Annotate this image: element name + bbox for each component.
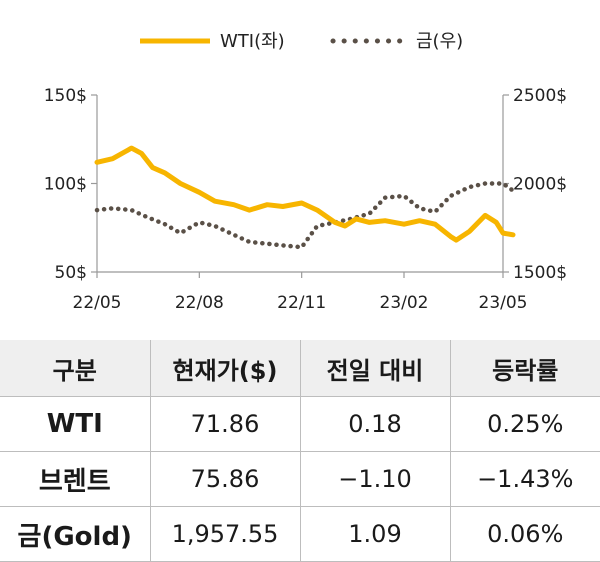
price-table: 구분 현재가($) 전일 대비 등락률 WTI 71.86 0.18 0.25%… [0,340,600,562]
price-chart: WTI(좌) 금(우) 150$ 100$ 50$ 2500$ 2000$ 1500$ 22… [0,0,600,330]
row-change: 0.18 [300,397,450,452]
header-category: 구분 [0,340,150,397]
table-row: 금(Gold) 1,957.55 1.09 0.06% [0,507,600,562]
row-price: 1,957.55 [150,507,300,562]
row-price: 75.86 [150,452,300,507]
header-change: 전일 대비 [300,340,450,397]
left-tick-label: 50$ [55,263,87,283]
header-rate: 등락률 [450,340,600,397]
right-tick-label: 2000$ [513,175,567,195]
row-change: 1.09 [300,507,450,562]
legend: WTI(좌) 금(우) [140,31,463,52]
x-tick-label: 23/05 [479,293,528,313]
x-tick-label: 22/11 [277,293,326,313]
x-tick-label: 23/02 [380,293,429,313]
table-row: 브렌트 75.86 −1.10 −1.43% [0,452,600,507]
row-rate: 0.06% [450,507,600,562]
row-rate: −1.43% [450,452,600,507]
left-tick-label: 100$ [44,175,87,195]
header-price: 현재가($) [150,340,300,397]
x-tick-label: 22/08 [175,293,224,313]
legend-wti-label: WTI(좌) [220,31,285,52]
row-price: 71.86 [150,397,300,452]
row-name: WTI [0,397,150,452]
legend-gold-label: 금(우) [416,31,463,52]
table-row: WTI 71.86 0.18 0.25% [0,397,600,452]
row-name: 브렌트 [0,452,150,507]
right-tick-label: 2500$ [513,86,567,106]
chart-area: WTI(좌) 금(우) 150$ 100$ 50$ 2500$ 2000$ 1500$ 22… [0,0,600,330]
x-tick-label: 22/05 [73,293,122,313]
table-header-row: 구분 현재가($) 전일 대비 등락률 [0,340,600,397]
row-name: 금(Gold) [0,507,150,562]
right-tick-label: 1500$ [513,263,567,283]
row-rate: 0.25% [450,397,600,452]
left-tick-label: 150$ [44,86,87,106]
row-change: −1.10 [300,452,450,507]
